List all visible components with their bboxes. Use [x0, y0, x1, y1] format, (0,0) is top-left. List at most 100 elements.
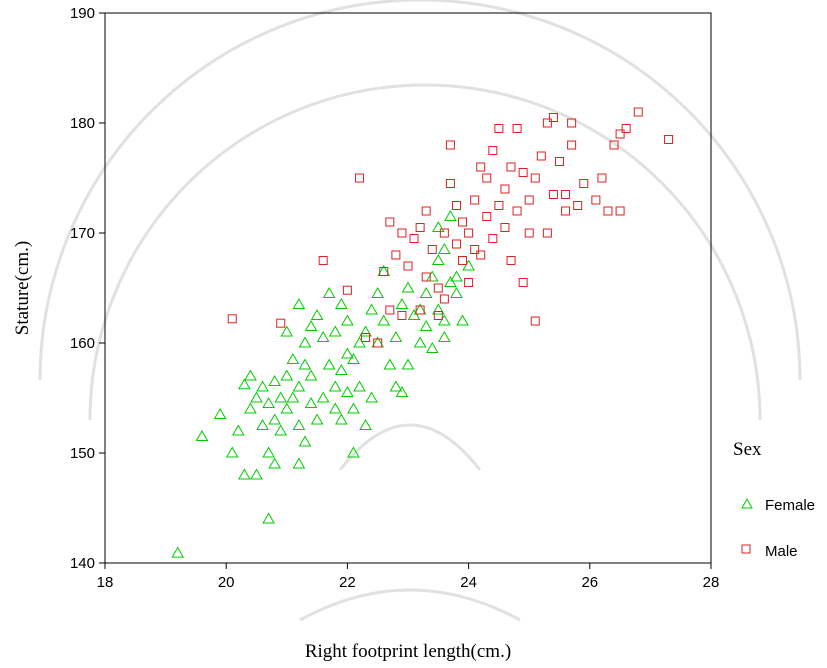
- male-data-point: [567, 118, 577, 128]
- plot-area-frame: [104, 12, 712, 564]
- female-data-point: [359, 419, 372, 430]
- male-data-point: [464, 228, 474, 238]
- male-data-point: [318, 256, 328, 265]
- male-data-point: [342, 285, 352, 295]
- female-data-point: [238, 378, 251, 390]
- female-data-point: [389, 331, 403, 342]
- male-data-point: [427, 245, 437, 254]
- female-data-point: [262, 397, 275, 408]
- male-data-point: [621, 124, 631, 133]
- male-data-point: [470, 195, 480, 205]
- female-data-point: [347, 402, 360, 414]
- series-female-points: [171, 210, 475, 558]
- watermark-seal: [38, 0, 802, 622]
- female-data-point: [341, 347, 354, 359]
- male-data-point: [385, 305, 395, 315]
- male-data-point: [664, 135, 674, 144]
- male-data-point: [421, 206, 431, 216]
- male-data-point: [403, 261, 413, 271]
- female-data-point: [334, 364, 348, 375]
- female-data-point: [437, 243, 451, 254]
- female-data-point: [437, 331, 451, 342]
- male-data-point: [451, 239, 461, 249]
- male-data-point: [615, 129, 625, 139]
- male-data-point: [439, 294, 449, 304]
- male-data-point: [567, 140, 577, 150]
- male-data-point: [530, 316, 540, 326]
- male-data-point: [518, 278, 528, 287]
- male-data-point: [591, 195, 601, 205]
- male-data-point: [445, 140, 455, 150]
- female-data-point: [244, 402, 257, 414]
- female-data-point: [268, 457, 282, 469]
- female-data-point: [431, 221, 445, 232]
- x-axis: 18 20 22 24 26 28: [97, 563, 719, 591]
- series-male-points: [227, 107, 674, 348]
- male-data-point: [542, 228, 552, 238]
- x-tick-label: 20: [218, 574, 235, 591]
- female-data-point: [286, 353, 300, 364]
- male-data-point: [542, 118, 552, 128]
- legend-female-label: Female: [765, 497, 815, 514]
- female-data-point: [334, 298, 348, 309]
- female-data-point: [304, 397, 318, 408]
- female-data-point: [450, 270, 463, 282]
- female-data-point: [395, 298, 409, 309]
- female-data-point: [328, 402, 342, 414]
- female-data-point: [316, 331, 330, 342]
- male-data-point: [524, 195, 534, 205]
- male-data-point: [603, 206, 613, 216]
- female-data-point: [274, 424, 288, 436]
- female-data-point: [280, 325, 294, 337]
- female-data-point: [292, 380, 306, 392]
- male-data-point: [391, 250, 401, 260]
- male-data-point: [464, 278, 474, 287]
- male-data-point: [445, 179, 455, 188]
- female-data-point: [353, 380, 366, 392]
- male-data-point: [548, 113, 558, 122]
- male-data-point: [573, 201, 583, 210]
- female-data-point: [298, 336, 312, 348]
- female-data-point: [425, 342, 439, 353]
- female-data-point: [274, 391, 288, 403]
- female-data-point: [347, 446, 360, 458]
- female-data-point: [304, 320, 318, 331]
- female-data-point: [292, 457, 306, 469]
- legend-title: Sex: [733, 439, 762, 460]
- female-data-point: [341, 314, 354, 326]
- female-data-point: [401, 358, 415, 370]
- x-tick-label: 22: [339, 574, 356, 591]
- legend: Sex Female Male: [733, 439, 815, 560]
- female-data-point: [268, 375, 282, 386]
- female-data-point: [437, 314, 451, 326]
- female-data-point: [286, 391, 300, 403]
- male-data-point: [415, 223, 425, 232]
- male-data-point: [482, 212, 492, 221]
- female-data-point: [171, 546, 185, 558]
- female-data-point: [322, 287, 336, 298]
- male-data-point: [530, 173, 540, 183]
- male-data-point: [470, 245, 480, 254]
- male-data-point: [373, 338, 383, 348]
- male-data-point: [361, 333, 371, 342]
- female-data-point: [244, 369, 257, 381]
- female-data-point: [250, 391, 263, 403]
- female-data-point: [359, 325, 372, 337]
- female-data-point: [322, 358, 336, 370]
- male-data-point: [506, 256, 516, 265]
- female-data-point: [250, 468, 263, 480]
- female-data-point: [298, 358, 312, 370]
- male-data-point: [633, 107, 643, 117]
- female-data-point: [444, 210, 457, 221]
- female-data-point: [195, 430, 209, 441]
- male-data-point: [379, 267, 389, 276]
- male-data-point: [512, 124, 522, 133]
- female-data-point: [347, 353, 360, 364]
- female-data-point: [231, 424, 245, 436]
- male-data-point: [494, 201, 504, 210]
- female-data-point: [225, 446, 239, 458]
- x-tick-label: 18: [97, 574, 114, 591]
- male-data-point: [494, 124, 504, 133]
